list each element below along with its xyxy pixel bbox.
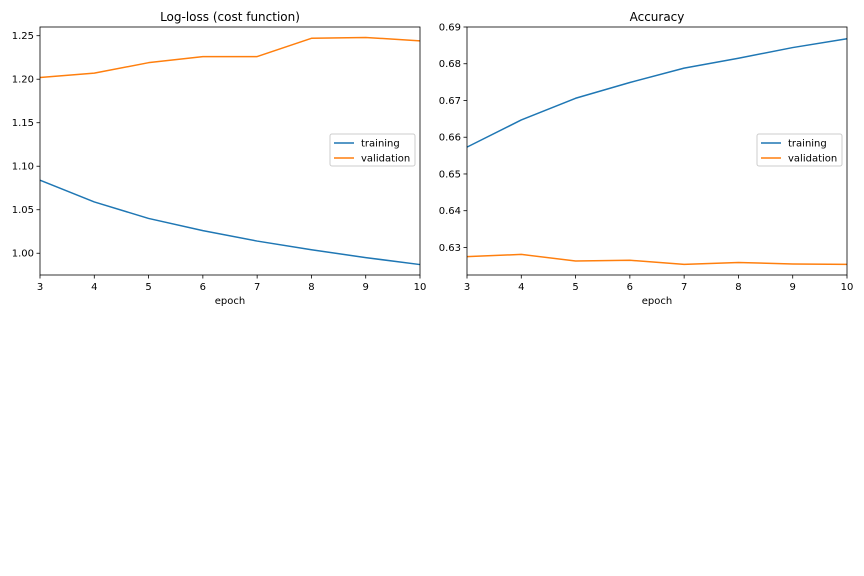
x-axis-label: epoch xyxy=(215,296,245,307)
x-tick-label: 3 xyxy=(37,282,43,293)
chart-title: Log-loss (cost function) xyxy=(160,10,300,24)
x-tick-label: 9 xyxy=(790,282,796,293)
x-tick-label: 9 xyxy=(363,282,369,293)
y-tick-label: 0.63 xyxy=(439,243,461,254)
accuracy-chart: Accuracy epoch 3 4 5 6 7 8 9 10 0.63 0.64 0.65 0.66… xyxy=(439,10,854,307)
series-line-validation xyxy=(466,253,848,266)
legend-label-training: training xyxy=(361,139,400,150)
axes-frame xyxy=(466,26,848,276)
x-tick-label: 10 xyxy=(414,282,427,293)
x-tick-label: 7 xyxy=(254,282,260,293)
y-tick-label: 1.15 xyxy=(12,118,34,129)
chart-title: Accuracy xyxy=(630,10,685,24)
x-tick-label: 8 xyxy=(308,282,314,293)
series-line-validation xyxy=(39,36,421,79)
y-tick-label: 0.64 xyxy=(439,206,461,217)
x-tick-label: 7 xyxy=(681,282,687,293)
y-tick-label: 1.20 xyxy=(12,75,34,86)
x-tick-label: 6 xyxy=(627,282,633,293)
x-tick-label: 4 xyxy=(518,282,524,293)
legend-label-validation: validation xyxy=(361,154,410,165)
legend: training validation xyxy=(756,133,843,167)
axes-frame xyxy=(39,26,421,276)
y-tick-label: 0.65 xyxy=(439,169,461,180)
legend: training validation xyxy=(329,133,416,167)
series-line-training xyxy=(39,179,421,266)
y-tick-label: 0.68 xyxy=(439,59,461,70)
x-tick-label: 5 xyxy=(572,282,578,293)
x-tick-label: 4 xyxy=(91,282,97,293)
series-line-training xyxy=(466,38,848,148)
x-tick-label: 8 xyxy=(735,282,741,293)
legend-label-training: training xyxy=(788,139,827,150)
x-tick-label: 10 xyxy=(841,282,854,293)
y-tick-label: 0.67 xyxy=(439,96,461,107)
legend-label-validation: validation xyxy=(788,154,837,165)
y-tick-label: 1.00 xyxy=(12,249,34,260)
y-tick-label: 0.69 xyxy=(439,23,461,34)
x-tick-label: 5 xyxy=(145,282,151,293)
x-tick-label: 6 xyxy=(200,282,206,293)
y-tick-label: 1.05 xyxy=(12,205,34,216)
x-tick-label: 3 xyxy=(464,282,470,293)
x-axis-label: epoch xyxy=(642,296,672,307)
y-tick-label: 0.66 xyxy=(439,133,461,144)
logloss-chart: Log-loss (cost function) epoch 3 4 5 6 7 8 9 10… xyxy=(12,10,427,307)
y-tick-label: 1.25 xyxy=(12,31,34,42)
y-tick-label: 1.10 xyxy=(12,162,34,173)
